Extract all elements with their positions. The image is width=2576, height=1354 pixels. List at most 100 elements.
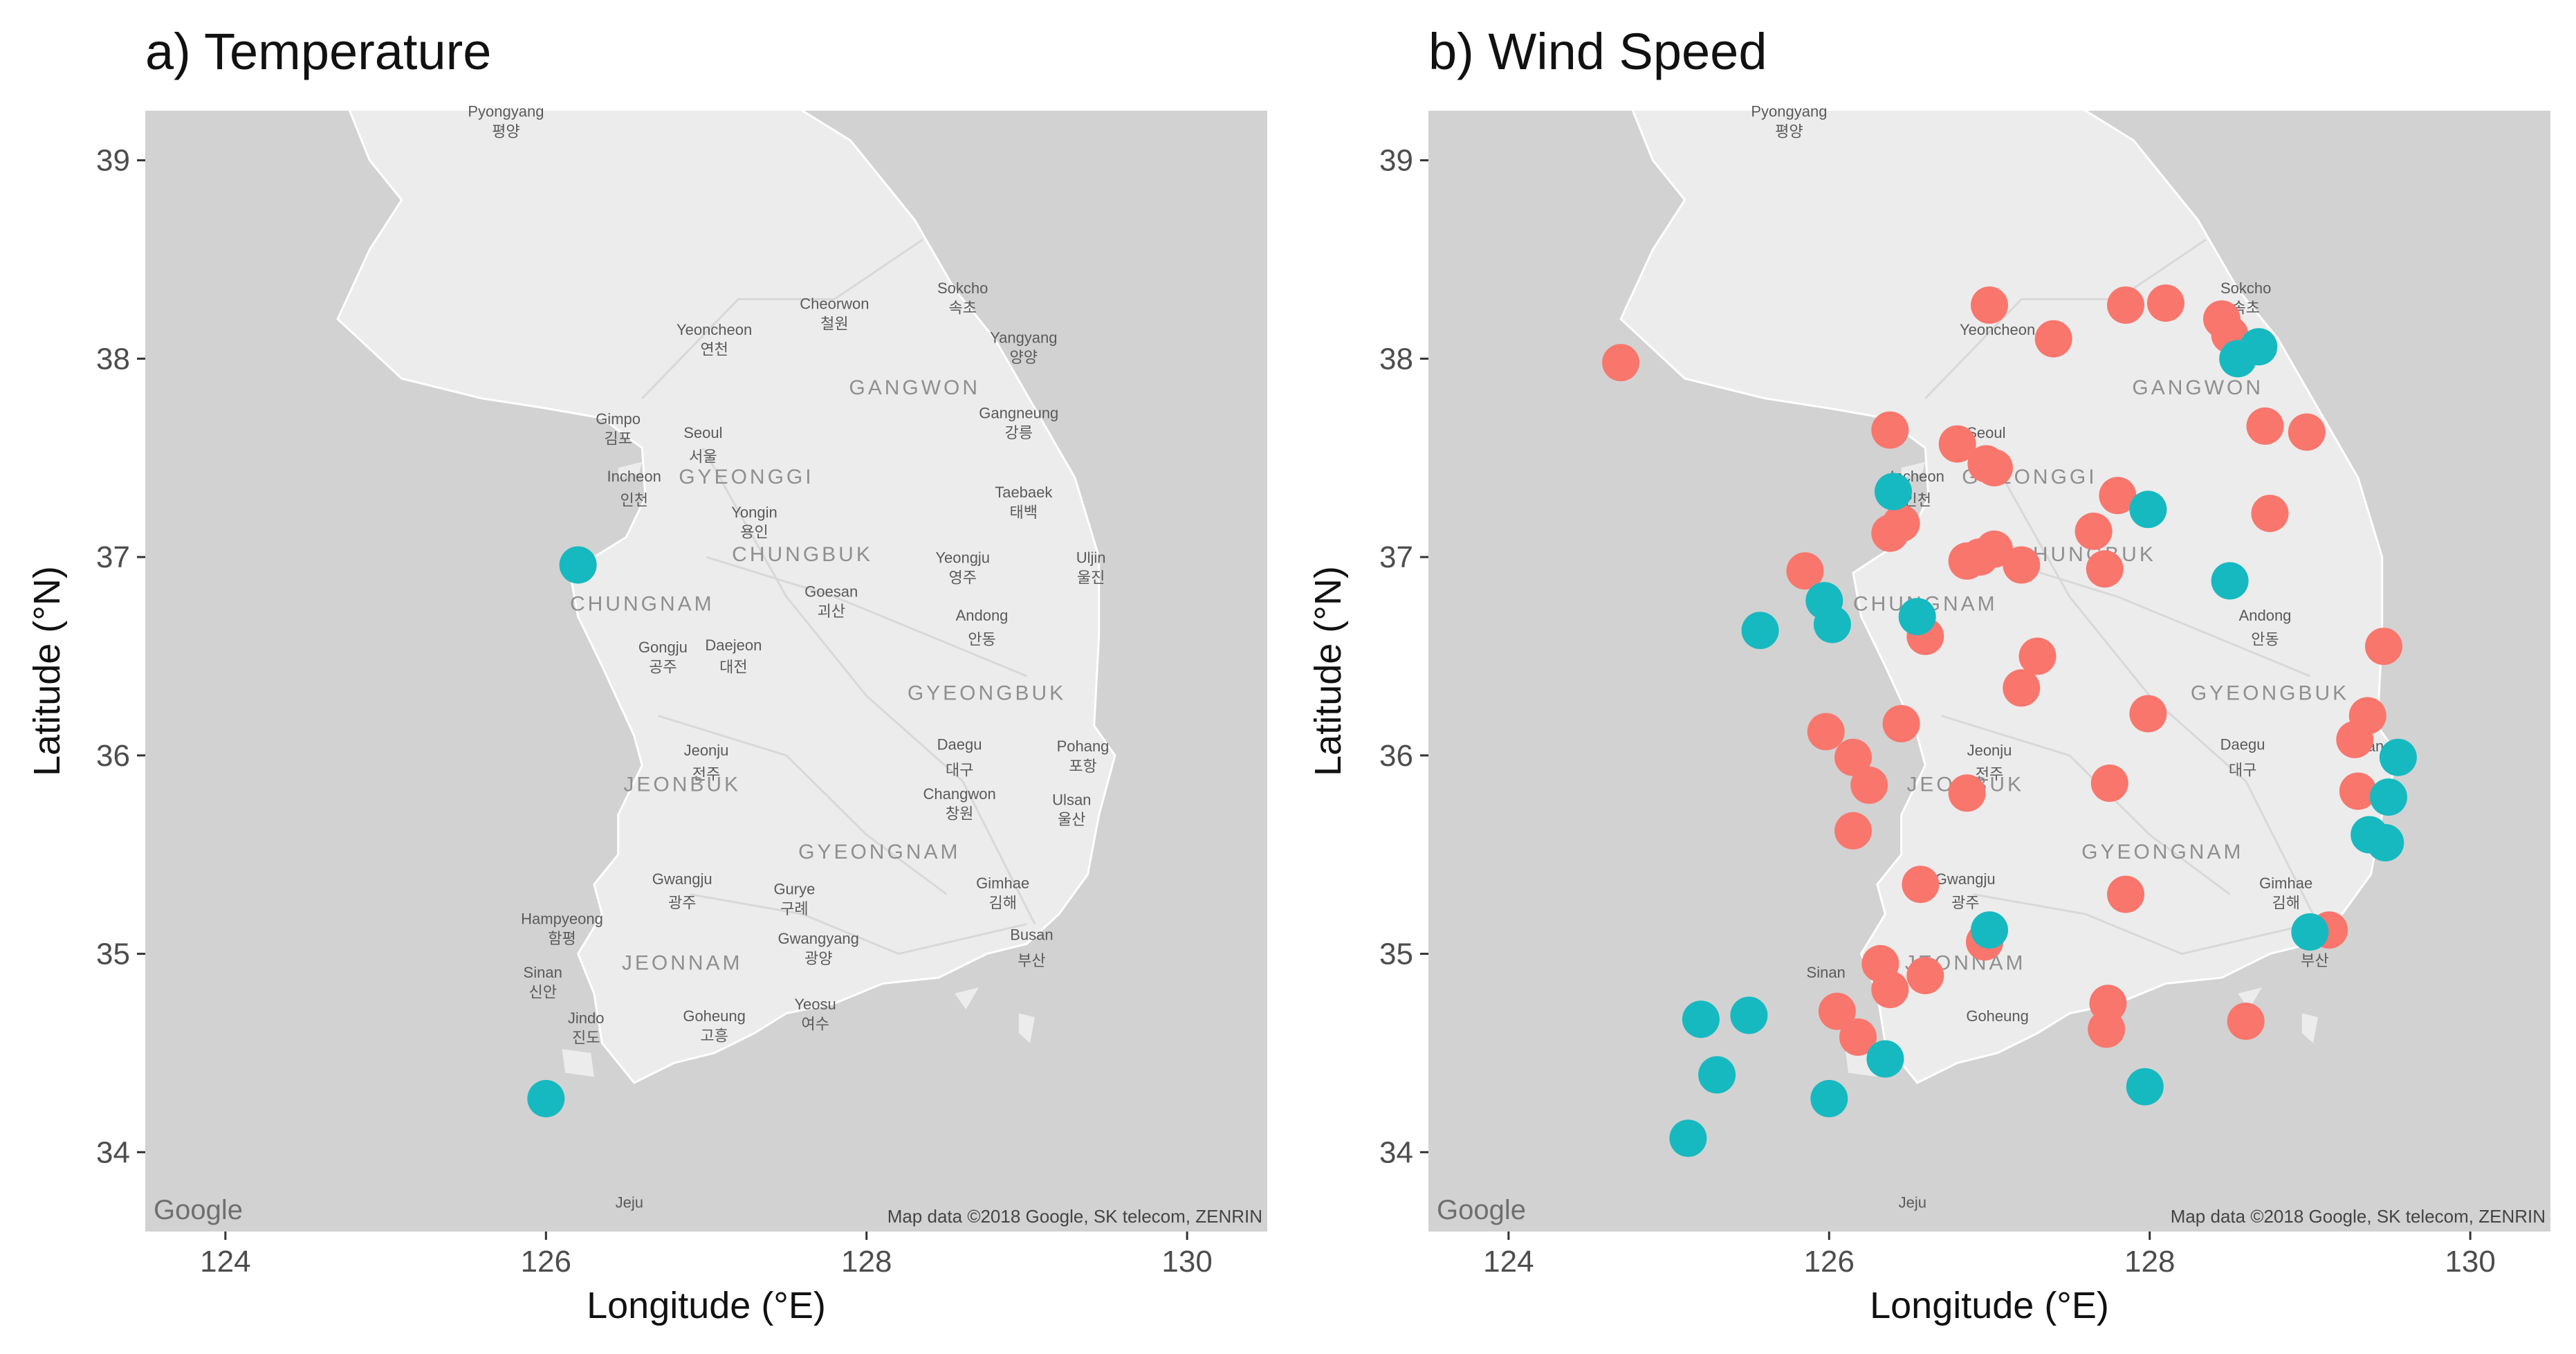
wind-station-point-teal — [2211, 562, 2249, 600]
place-label: Gangneung — [979, 404, 1058, 421]
map-attribution: Map data ©2018 Google, SK telecom, ZENRI… — [2171, 1206, 2546, 1227]
wind-station-point-teal — [2379, 738, 2417, 776]
tick-layer: 124 126 128 130 34 35 36 37 38 39 — [96, 144, 1213, 1279]
place-label: 광주 — [1951, 895, 1979, 912]
x-tick-label: 124 — [1483, 1245, 1534, 1279]
place-label: 진도 — [572, 1030, 600, 1047]
island — [562, 1049, 594, 1077]
place-label: 신안 — [528, 984, 556, 1001]
place-label: Yeongju — [935, 549, 990, 567]
place-label: 부산 — [2301, 952, 2328, 969]
place-label: Yangyang — [990, 329, 1057, 347]
place-label: Cheorwon — [800, 295, 869, 313]
wind-station-point-salmon — [1850, 766, 1888, 804]
place-label: 속초 — [948, 300, 976, 317]
boundary-line — [658, 715, 948, 895]
wind-station-point-teal — [1971, 911, 2008, 949]
wind-station-point-salmon — [1871, 971, 1909, 1009]
wind-station-point-salmon — [1834, 738, 1872, 776]
place-label: Incheon — [607, 468, 661, 485]
place-label: 광주 — [668, 895, 696, 912]
boundary-line — [641, 239, 923, 399]
place-label: 안동 — [2251, 630, 2279, 648]
place-label: 대구 — [2229, 762, 2256, 779]
wind-station-point-salmon — [2107, 875, 2144, 913]
wind-station-point-teal — [1682, 1000, 1720, 1039]
y-tick-label: 36 — [96, 739, 130, 773]
boundary-line — [702, 447, 1036, 925]
wind-speed-panel: b) Wind Speed Pyongyang 평양 Yeoncheon Sokcho… — [1307, 23, 2550, 1326]
x-tick-label: 130 — [1161, 1245, 1212, 1279]
wind-station-point-salmon — [2146, 284, 2184, 322]
place-label: 강릉 — [1005, 424, 1033, 441]
wind-station-point-salmon — [1786, 552, 1824, 590]
island — [1018, 1013, 1035, 1043]
panel-title: b) Wind Speed — [1428, 23, 1767, 80]
y-tick-label: 38 — [96, 342, 130, 376]
wind-station-point-salmon — [2129, 695, 2167, 733]
place-label: 인천 — [620, 492, 647, 509]
place-label: 괴산 — [817, 603, 845, 620]
place-label: 연천 — [700, 341, 728, 358]
place-label: 태백 — [1010, 504, 1038, 521]
peninsula-land — [1619, 111, 2400, 1084]
wind-station-point-salmon — [2088, 1010, 2126, 1048]
wind-station-point-salmon — [1871, 411, 1909, 449]
wind-station-point-teal — [2129, 491, 2167, 529]
place-label: 김해 — [2272, 895, 2299, 912]
wind-station-point-teal — [1875, 473, 1912, 511]
place-label: Gongju — [638, 639, 688, 656]
place-label: 김포 — [604, 430, 632, 448]
wind-station-point-teal — [1730, 996, 1768, 1034]
place-label: 함평 — [548, 930, 576, 947]
place-label: Gwangju — [652, 870, 712, 888]
place-label: 안동 — [968, 630, 995, 648]
place-label: GYEONGBUK — [908, 682, 1066, 705]
wind-station-point-salmon — [2336, 720, 2374, 758]
tick-layer: 124 126 128 130 34 35 36 37 38 39 — [1379, 144, 2496, 1279]
wind-station-point-teal — [1741, 612, 1779, 650]
wind-station-point-salmon — [1834, 812, 1872, 850]
island — [618, 461, 643, 478]
place-label: GYEONGGI — [679, 466, 813, 488]
map-attribution: Map data ©2018 Google, SK telecom, ZENRI… — [887, 1206, 1262, 1227]
y-tick-label: 37 — [1379, 540, 1413, 574]
wind-station-point-salmon — [1938, 425, 1976, 463]
wind-station-point-teal — [1810, 1079, 1848, 1117]
wind-station-point-salmon — [2365, 628, 2402, 666]
wind-station-point-salmon — [1882, 705, 1920, 742]
place-label: Jeonju — [1967, 742, 2012, 759]
wind-station-point-teal — [2366, 824, 2404, 861]
wind-station-point-salmon — [1902, 866, 1940, 904]
place-label: Jindo — [568, 1009, 605, 1027]
place-label: Gimhae — [2259, 875, 2312, 892]
place-label: Seoul — [683, 424, 722, 441]
temperature-station-point — [559, 546, 597, 584]
boundary-line — [706, 556, 1027, 677]
panel-title: a) Temperature — [145, 23, 491, 80]
x-axis-label: Longitude (°E) — [587, 1285, 826, 1326]
island — [570, 1232, 698, 1268]
wind-station-point-salmon — [2003, 546, 2041, 584]
place-label: 전주 — [692, 765, 720, 783]
temperature-panel: a) Temperature Pyongyang 평양 Yeoncheon 연천 Che… — [26, 23, 1267, 1326]
place-label: 철원 — [820, 315, 848, 332]
wind-station-point-salmon — [1948, 774, 1986, 812]
place-label: GYEONGNAM — [798, 841, 960, 863]
place-label: Pohang — [1057, 738, 1110, 755]
wind-station-point-salmon — [2090, 765, 2128, 802]
place-labels: Pyongyang 평양 Yeoncheon 연천 Cheorwon 철원 Sokcho 속초… — [468, 103, 1109, 1211]
place-label: Yeoncheon — [677, 321, 752, 338]
y-tick-label: 34 — [96, 1135, 130, 1169]
y-tick-label: 35 — [96, 937, 130, 971]
wind-station-point-salmon — [1818, 992, 1856, 1030]
island — [1901, 461, 1926, 478]
place-label: JEONNAM — [622, 952, 743, 975]
place-label: 포항 — [1069, 758, 1096, 775]
wind-station-point-salmon — [1807, 713, 1845, 751]
wind-station-point-salmon — [1971, 286, 2008, 324]
wind-station-point-salmon — [1602, 344, 1640, 382]
wind-station-point-salmon — [2074, 512, 2113, 550]
place-label: GANGWON — [2132, 376, 2263, 399]
x-axis-label: Longitude (°E) — [1870, 1285, 2109, 1326]
